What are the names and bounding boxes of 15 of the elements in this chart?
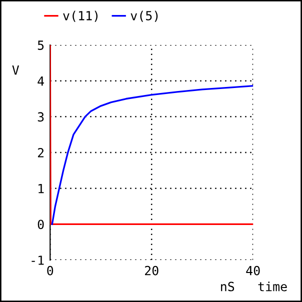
y-axis-title: V (12, 66, 20, 75)
y-tick-label: 3 (38, 112, 44, 122)
x-tick-label: 40 (246, 266, 260, 276)
y-tick-label: 1 (38, 184, 44, 194)
x-tick-label: 0 (47, 266, 54, 276)
y-tick-label: -1 (32, 256, 44, 265)
y-tick-label: 4 (38, 76, 44, 86)
y-tick-label: 2 (38, 148, 44, 158)
x-tick-label: 20 (145, 266, 158, 276)
legend-label: v(5) (130, 10, 158, 22)
legend-label: v(11) (63, 10, 98, 22)
line-series (51, 85, 254, 226)
y-tick-label: 5 (38, 40, 44, 50)
x-axis-title: nS time (221, 282, 287, 292)
y-tick-label: 0 (38, 220, 44, 230)
